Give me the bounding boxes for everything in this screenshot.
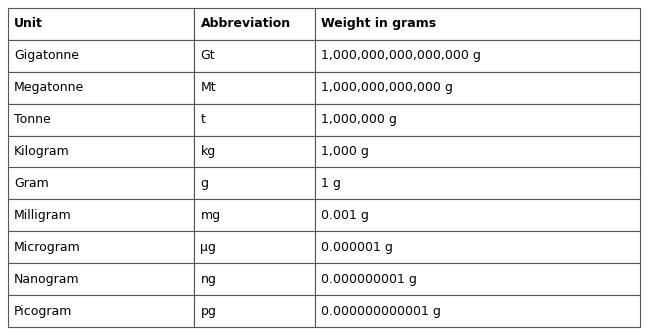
- Text: Unit: Unit: [14, 17, 43, 30]
- Bar: [8, 168, 194, 199]
- Bar: [194, 8, 314, 40]
- Text: 0.000001 g: 0.000001 g: [321, 241, 393, 254]
- Text: Nanogram: Nanogram: [14, 273, 80, 286]
- Text: g: g: [200, 177, 209, 190]
- Text: 0.000000000001 g: 0.000000000001 g: [321, 305, 441, 318]
- Text: 1 g: 1 g: [321, 177, 340, 190]
- Text: Megatonne: Megatonne: [14, 81, 84, 94]
- Text: t: t: [200, 113, 205, 126]
- Bar: [194, 40, 314, 72]
- Text: Gt: Gt: [200, 49, 215, 62]
- Text: Mt: Mt: [200, 81, 216, 94]
- Bar: [8, 263, 194, 295]
- Bar: [8, 104, 194, 136]
- Text: 1,000,000 g: 1,000,000 g: [321, 113, 397, 126]
- Text: ng: ng: [200, 273, 216, 286]
- Bar: [8, 8, 194, 40]
- Text: Tonne: Tonne: [14, 113, 51, 126]
- Text: Weight in grams: Weight in grams: [321, 17, 435, 30]
- Text: Microgram: Microgram: [14, 241, 81, 254]
- Bar: [314, 231, 640, 263]
- Bar: [8, 295, 194, 327]
- Bar: [194, 263, 314, 295]
- Bar: [194, 295, 314, 327]
- Text: Abbreviation: Abbreviation: [200, 17, 290, 30]
- Bar: [194, 199, 314, 231]
- Text: 1,000,000,000,000,000 g: 1,000,000,000,000,000 g: [321, 49, 480, 62]
- Bar: [314, 295, 640, 327]
- Text: kg: kg: [200, 145, 216, 158]
- Text: 1,000 g: 1,000 g: [321, 145, 369, 158]
- Bar: [194, 104, 314, 136]
- Text: μg: μg: [200, 241, 216, 254]
- Text: 0.001 g: 0.001 g: [321, 209, 369, 222]
- Text: pg: pg: [200, 305, 216, 318]
- Bar: [314, 104, 640, 136]
- Bar: [314, 263, 640, 295]
- Bar: [314, 8, 640, 40]
- Bar: [314, 72, 640, 104]
- Text: Picogram: Picogram: [14, 305, 73, 318]
- Bar: [8, 231, 194, 263]
- Bar: [8, 136, 194, 168]
- Bar: [8, 72, 194, 104]
- Bar: [314, 199, 640, 231]
- Bar: [194, 168, 314, 199]
- Text: Kilogram: Kilogram: [14, 145, 70, 158]
- Bar: [194, 136, 314, 168]
- Text: Milligram: Milligram: [14, 209, 72, 222]
- Text: Gigatonne: Gigatonne: [14, 49, 79, 62]
- Text: 0.000000001 g: 0.000000001 g: [321, 273, 417, 286]
- Text: Gram: Gram: [14, 177, 49, 190]
- Text: 1,000,000,000,000 g: 1,000,000,000,000 g: [321, 81, 452, 94]
- Bar: [194, 231, 314, 263]
- Bar: [8, 199, 194, 231]
- Bar: [314, 136, 640, 168]
- Text: mg: mg: [200, 209, 220, 222]
- Bar: [194, 72, 314, 104]
- Bar: [314, 168, 640, 199]
- Bar: [314, 40, 640, 72]
- Bar: [8, 40, 194, 72]
